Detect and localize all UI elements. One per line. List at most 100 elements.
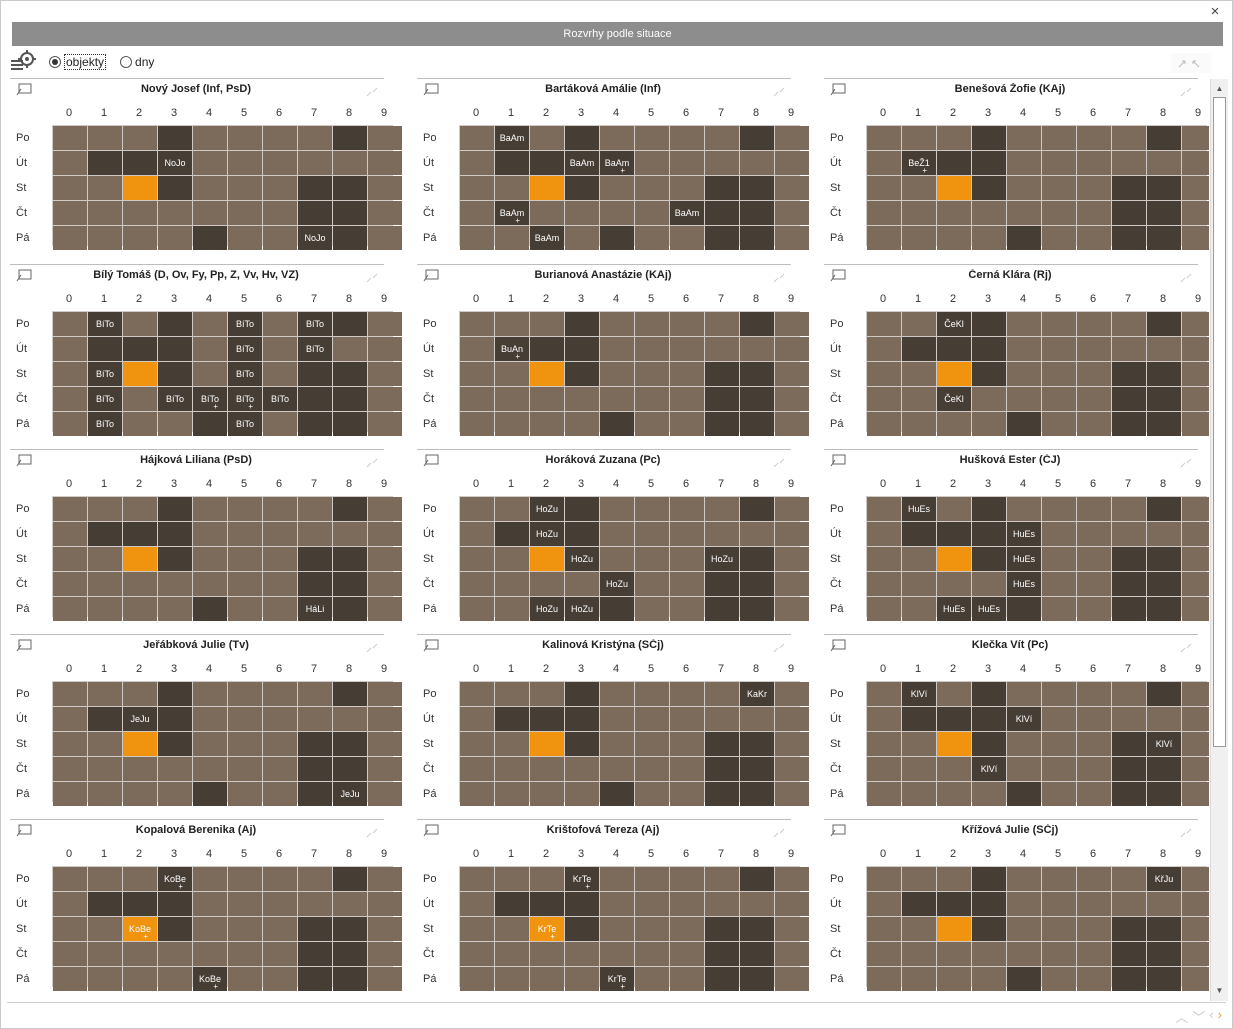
schedule-cell[interactable]	[972, 176, 1006, 200]
schedule-cell[interactable]	[705, 757, 739, 781]
schedule-cell[interactable]: KoBe +	[193, 967, 227, 991]
schedule-cell[interactable]	[1147, 337, 1181, 361]
schedule-cell[interactable]	[123, 867, 157, 891]
schedule-cell[interactable]: BaAm	[495, 126, 529, 150]
schedule-cell[interactable]	[1112, 362, 1146, 386]
schedule-cell[interactable]	[1077, 497, 1111, 521]
schedule-cell[interactable]	[123, 572, 157, 596]
schedule-cell[interactable]	[495, 151, 529, 175]
schedule-cell[interactable]	[193, 732, 227, 756]
schedule-cell[interactable]	[263, 917, 297, 941]
schedule-cell[interactable]	[972, 942, 1006, 966]
schedule-cell[interactable]	[565, 522, 599, 546]
schedule-cell[interactable]	[88, 867, 122, 891]
schedule-cell[interactable]	[53, 126, 87, 150]
schedule-cell[interactable]	[670, 782, 704, 806]
schedule-cell[interactable]	[937, 757, 971, 781]
schedule-cell[interactable]	[123, 682, 157, 706]
schedule-cell[interactable]	[333, 497, 367, 521]
schedule-cell[interactable]	[53, 782, 87, 806]
schedule-cell[interactable]	[937, 497, 971, 521]
schedule-cell[interactable]	[263, 151, 297, 175]
schedule-cell[interactable]	[705, 942, 739, 966]
schedule-cell[interactable]	[228, 226, 262, 250]
schedule-cell[interactable]: HoZu	[600, 572, 634, 596]
schedule-cell[interactable]	[705, 867, 739, 891]
schedule-cell[interactable]	[263, 707, 297, 731]
schedule-cell[interactable]	[1147, 312, 1181, 336]
schedule-cell[interactable]: KlVí	[902, 682, 936, 706]
schedule-cell[interactable]	[565, 337, 599, 361]
schedule-cell[interactable]	[670, 942, 704, 966]
schedule-cell[interactable]	[867, 732, 901, 756]
schedule-cell[interactable]	[333, 201, 367, 225]
schedule-cell[interactable]	[193, 547, 227, 571]
schedule-cell[interactable]	[775, 782, 809, 806]
schedule-cell[interactable]	[228, 732, 262, 756]
schedule-cell[interactable]	[600, 337, 634, 361]
schedule-cell[interactable]	[867, 892, 901, 916]
schedule-cell[interactable]: JeJu	[123, 707, 157, 731]
schedule-cell[interactable]	[53, 942, 87, 966]
schedule-cell[interactable]	[460, 126, 494, 150]
schedule-cell[interactable]	[937, 412, 971, 436]
schedule-cell[interactable]	[1147, 201, 1181, 225]
schedule-cell[interactable]	[368, 917, 402, 941]
schedule-cell[interactable]	[775, 337, 809, 361]
schedule-cell[interactable]	[635, 497, 669, 521]
schedule-cell[interactable]	[565, 126, 599, 150]
schedule-cell[interactable]	[1182, 867, 1209, 891]
expand-icon[interactable]	[366, 455, 378, 468]
schedule-cell[interactable]	[1007, 597, 1041, 621]
schedule-cell[interactable]	[530, 892, 564, 916]
schedule-cell[interactable]	[228, 782, 262, 806]
schedule-cell[interactable]	[1042, 867, 1076, 891]
schedule-cell[interactable]	[495, 682, 529, 706]
schedule-cell[interactable]	[495, 572, 529, 596]
schedule-cell[interactable]	[123, 312, 157, 336]
schedule-cell[interactable]: BíTo +	[193, 387, 227, 411]
schedule-cell[interactable]	[902, 597, 936, 621]
schedule-cell[interactable]: BaAm +	[600, 151, 634, 175]
schedule-cell[interactable]	[495, 782, 529, 806]
schedule-cell[interactable]	[460, 732, 494, 756]
schedule-cell[interactable]	[123, 412, 157, 436]
schedule-cell[interactable]	[705, 201, 739, 225]
schedule-cell[interactable]	[565, 176, 599, 200]
schedule-cell[interactable]	[670, 176, 704, 200]
schedule-cell[interactable]	[867, 967, 901, 991]
schedule-cell[interactable]	[867, 362, 901, 386]
schedule-cell[interactable]	[902, 522, 936, 546]
schedule-cell[interactable]	[937, 942, 971, 966]
schedule-cell[interactable]	[972, 522, 1006, 546]
schedule-cell[interactable]	[600, 312, 634, 336]
pin-icon[interactable]	[423, 83, 439, 96]
schedule-cell[interactable]	[600, 757, 634, 781]
schedule-cell[interactable]	[635, 572, 669, 596]
schedule-cell[interactable]: NoJo	[158, 151, 192, 175]
schedule-cell[interactable]	[775, 707, 809, 731]
schedule-cell[interactable]	[495, 917, 529, 941]
schedule-cell[interactable]	[635, 337, 669, 361]
schedule-cell[interactable]	[495, 757, 529, 781]
expand-icon[interactable]	[773, 270, 785, 283]
schedule-cell[interactable]	[53, 917, 87, 941]
schedule-cell[interactable]	[1042, 707, 1076, 731]
schedule-cell[interactable]	[298, 867, 332, 891]
schedule-cell[interactable]	[1182, 176, 1209, 200]
schedule-cell[interactable]: NoJo	[298, 226, 332, 250]
schedule-cell[interactable]	[902, 226, 936, 250]
schedule-cell[interactable]: KrTe +	[565, 867, 599, 891]
schedule-cell[interactable]	[902, 707, 936, 731]
schedule-cell[interactable]	[1077, 967, 1111, 991]
schedule-cell[interactable]	[867, 597, 901, 621]
schedule-cell[interactable]	[530, 151, 564, 175]
schedule-cell[interactable]	[263, 547, 297, 571]
schedule-cell[interactable]	[263, 126, 297, 150]
radio-objects[interactable]: objekty	[49, 54, 107, 70]
schedule-cell[interactable]	[1112, 312, 1146, 336]
schedule-cell[interactable]	[333, 226, 367, 250]
schedule-cell[interactable]	[1182, 967, 1209, 991]
schedule-cell[interactable]	[937, 176, 971, 200]
schedule-cell[interactable]	[263, 682, 297, 706]
